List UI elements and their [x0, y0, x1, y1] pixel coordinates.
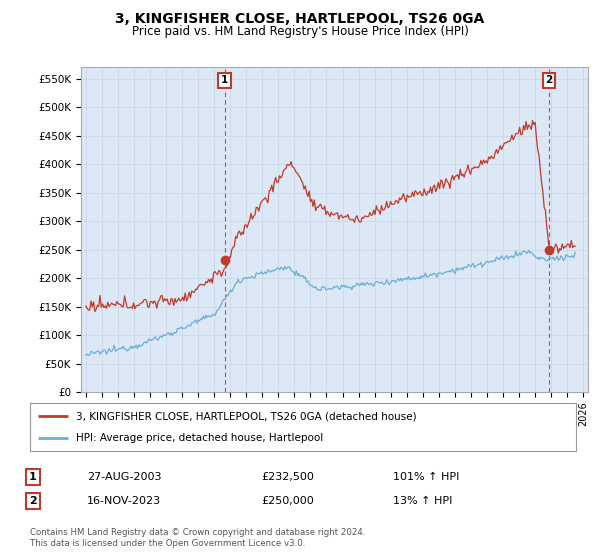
Text: £250,000: £250,000	[261, 496, 314, 506]
Text: Price paid vs. HM Land Registry's House Price Index (HPI): Price paid vs. HM Land Registry's House …	[131, 25, 469, 38]
Text: 1: 1	[221, 76, 228, 85]
Text: HPI: Average price, detached house, Hartlepool: HPI: Average price, detached house, Hart…	[76, 433, 323, 443]
Text: 2: 2	[545, 76, 553, 85]
Text: 16-NOV-2023: 16-NOV-2023	[87, 496, 161, 506]
Text: 1: 1	[29, 472, 37, 482]
Text: £232,500: £232,500	[261, 472, 314, 482]
Text: 3, KINGFISHER CLOSE, HARTLEPOOL, TS26 0GA: 3, KINGFISHER CLOSE, HARTLEPOOL, TS26 0G…	[115, 12, 485, 26]
Text: 101% ↑ HPI: 101% ↑ HPI	[393, 472, 460, 482]
Text: 13% ↑ HPI: 13% ↑ HPI	[393, 496, 452, 506]
Text: 27-AUG-2003: 27-AUG-2003	[87, 472, 161, 482]
Text: 3, KINGFISHER CLOSE, HARTLEPOOL, TS26 0GA (detached house): 3, KINGFISHER CLOSE, HARTLEPOOL, TS26 0G…	[76, 411, 417, 421]
Text: Contains HM Land Registry data © Crown copyright and database right 2024.
This d: Contains HM Land Registry data © Crown c…	[30, 528, 365, 548]
Text: 2: 2	[29, 496, 37, 506]
